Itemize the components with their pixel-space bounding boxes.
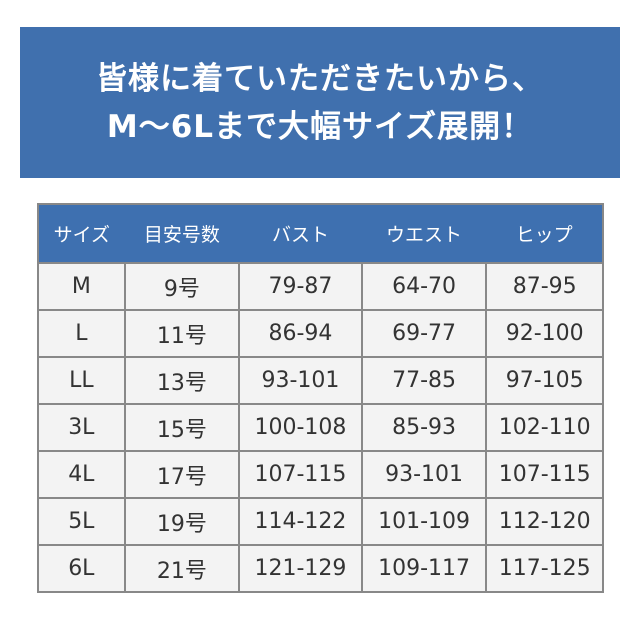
cell-bust: 93-101 [238, 356, 363, 405]
table-row: M 9号 79-87 64-70 87-95 [37, 262, 604, 311]
headline-banner: 皆様に着ていただきたいから、 M～6Lまで大幅サイズ展開！ [20, 27, 620, 178]
cell-waist: 85-93 [360, 403, 488, 452]
cell-bust: 100-108 [238, 403, 363, 452]
headline-line-1: 皆様に着ていただきたいから、 [96, 60, 544, 97]
cell-dress-number: 17号 [123, 450, 241, 499]
table-row: L 11号 86-94 69-77 92-100 [37, 309, 604, 358]
headline-line-2: M～6Lまで大幅サイズ展開！ [106, 108, 534, 145]
cell-bust: 86-94 [238, 309, 363, 358]
cell-bust: 114-122 [238, 497, 363, 546]
cell-size: 3L [37, 403, 126, 452]
header-bust: バスト [239, 204, 362, 263]
table-row: 3L 15号 100-108 85-93 102-110 [37, 403, 604, 452]
cell-size: LL [37, 356, 126, 405]
cell-hip: 112-120 [485, 497, 604, 546]
cell-hip: 87-95 [485, 262, 604, 311]
cell-size: 5L [37, 497, 126, 546]
cell-dress-number: 11号 [123, 309, 241, 358]
cell-dress-number: 9号 [123, 262, 241, 311]
table-row: 4L 17号 107-115 93-101 107-115 [37, 450, 604, 499]
table-row: 5L 19号 114-122 101-109 112-120 [37, 497, 604, 546]
cell-hip: 117-125 [485, 544, 604, 593]
cell-waist: 109-117 [360, 544, 488, 593]
size-chart-table: サイズ 目安号数 バスト ウエスト ヒップ M 9号 79-87 64-70 87-95… [37, 203, 604, 593]
table-header-row: サイズ 目安号数 バスト ウエスト ヒップ [38, 204, 603, 263]
header-hip: ヒップ [486, 204, 603, 263]
header-dress-number: 目安号数 [124, 204, 240, 263]
cell-hip: 107-115 [485, 450, 604, 499]
cell-size: 6L [37, 544, 126, 593]
cell-hip: 92-100 [485, 309, 604, 358]
table-row: 6L 21号 121-129 109-117 117-125 [37, 544, 604, 593]
cell-waist: 69-77 [360, 309, 488, 358]
cell-bust: 107-115 [238, 450, 363, 499]
cell-hip: 102-110 [485, 403, 604, 452]
cell-bust: 121-129 [238, 544, 363, 593]
cell-dress-number: 19号 [123, 497, 241, 546]
cell-size: M [37, 262, 126, 311]
cell-waist: 101-109 [360, 497, 488, 546]
cell-dress-number: 13号 [123, 356, 241, 405]
cell-dress-number: 21号 [123, 544, 241, 593]
header-size: サイズ [38, 204, 125, 263]
cell-waist: 64-70 [360, 262, 488, 311]
cell-size: L [37, 309, 126, 358]
cell-waist: 93-101 [360, 450, 488, 499]
cell-waist: 77-85 [360, 356, 488, 405]
table-row: LL 13号 93-101 77-85 97-105 [37, 356, 604, 405]
cell-size: 4L [37, 450, 126, 499]
header-waist: ウエスト [361, 204, 487, 263]
cell-hip: 97-105 [485, 356, 604, 405]
cell-bust: 79-87 [238, 262, 363, 311]
cell-dress-number: 15号 [123, 403, 241, 452]
